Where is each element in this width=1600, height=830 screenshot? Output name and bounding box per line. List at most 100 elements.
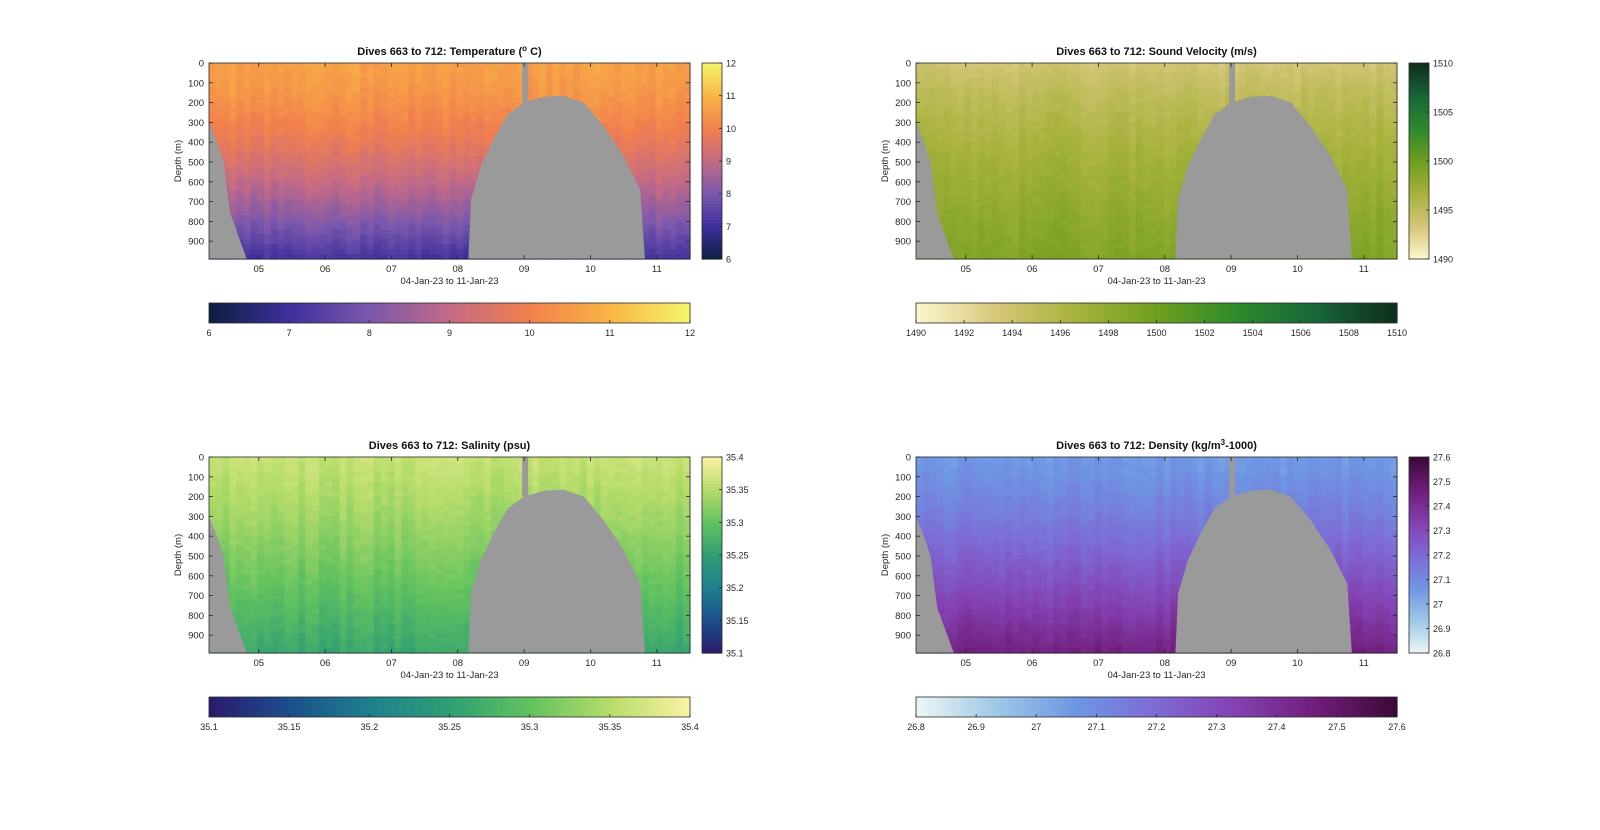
heatmap-cell <box>312 97 320 103</box>
heatmap-cell <box>1156 141 1164 147</box>
heatmap-cell <box>257 136 265 142</box>
heatmap-cell <box>394 63 402 69</box>
heatmap-cell <box>648 200 657 206</box>
heatmap-cell <box>463 72 471 79</box>
heatmap-cell <box>332 254 341 260</box>
heatmap-cell <box>1149 180 1158 187</box>
heatmap-cell <box>1273 72 1281 79</box>
heatmap-cell <box>408 170 416 177</box>
heatmap-cell <box>463 180 471 187</box>
heatmap-cell <box>984 67 993 74</box>
heatmap-cell <box>1211 77 1219 84</box>
heatmap-cell <box>435 195 444 201</box>
heatmap-cell <box>1080 107 1089 113</box>
heatmap-cell <box>209 67 217 74</box>
heatmap-cell <box>977 175 986 182</box>
heatmap-cell <box>1177 102 1185 108</box>
heatmap-cell <box>1273 92 1281 98</box>
heatmap-cell <box>669 97 677 103</box>
heatmap-cell <box>1163 195 1171 201</box>
heatmap-cell <box>662 195 670 201</box>
heatmap-cell <box>580 77 588 84</box>
heatmap-cell <box>346 97 354 103</box>
heatmap-cell <box>456 136 464 142</box>
heatmap-cell <box>957 63 965 69</box>
heatmap-cell <box>298 141 306 147</box>
heatmap-cell <box>977 170 986 177</box>
heatmap-cell <box>1019 214 1027 221</box>
heatmap-cell <box>1053 126 1061 133</box>
heatmap-cell <box>367 63 375 69</box>
heatmap-cell <box>641 141 650 147</box>
heatmap-cell <box>257 200 265 206</box>
heatmap-cell <box>970 141 979 147</box>
heatmap-cell <box>984 121 993 128</box>
heatmap-cell <box>1032 131 1041 138</box>
heatmap-cell <box>483 72 492 79</box>
heatmap-cell <box>676 229 684 236</box>
heatmap-cell <box>1060 82 1068 89</box>
heatmap-cell <box>1156 170 1164 177</box>
heatmap-cell <box>1129 249 1137 255</box>
heatmap-cell <box>243 151 251 157</box>
heatmap-cell <box>1046 156 1055 162</box>
heatmap-cell <box>1197 102 1206 108</box>
heatmap-cell <box>428 165 437 172</box>
heatmap-cell <box>401 214 409 221</box>
heatmap-cell <box>1039 249 1048 255</box>
heatmap-cell <box>964 146 972 152</box>
heatmap-cell <box>497 87 506 93</box>
heatmap-cell <box>1225 97 1233 103</box>
heatmap-cell <box>1005 219 1013 226</box>
heatmap-cell <box>476 121 485 128</box>
heatmap-cell <box>394 190 402 196</box>
heatmap-cell <box>236 126 244 133</box>
heatmap-cell <box>435 141 444 147</box>
heatmap-cell <box>284 116 293 123</box>
heatmap-cell <box>215 102 224 108</box>
heatmap-cell <box>1019 185 1027 191</box>
heatmap-cell <box>1101 92 1109 98</box>
heatmap-cell <box>305 141 313 147</box>
heatmap-cell <box>360 254 368 260</box>
heatmap-cell <box>229 92 238 98</box>
heatmap-cell <box>1053 200 1061 206</box>
heatmap-cell <box>655 200 664 206</box>
heatmap-cell <box>263 165 272 172</box>
heatmap-cell <box>415 175 423 182</box>
heatmap-cell <box>1060 190 1068 196</box>
heatmap-cell <box>1039 210 1048 216</box>
heatmap-cell <box>1252 63 1261 69</box>
heatmap-cell <box>1149 254 1158 260</box>
heatmap-cell <box>1046 195 1055 201</box>
heatmap-cell <box>1135 161 1144 167</box>
heatmap-cell <box>655 77 664 84</box>
heatmap-cell <box>298 146 306 152</box>
heatmap-cell <box>957 151 965 157</box>
heatmap-cell <box>1101 254 1109 260</box>
heatmap-cell <box>1177 87 1185 93</box>
heatmap-cell <box>428 126 437 133</box>
heatmap-cell <box>318 249 327 255</box>
heatmap-cell <box>1101 234 1109 240</box>
y-tick-label: 500 <box>188 157 204 168</box>
heatmap-cell <box>291 229 299 236</box>
heatmap-cell <box>346 249 354 255</box>
heatmap-cell <box>964 224 972 231</box>
heatmap-cell <box>1087 234 1096 240</box>
heatmap-cell <box>1025 249 1034 255</box>
heatmap-cell <box>222 107 231 113</box>
heatmap-cell <box>435 200 444 206</box>
heatmap-cell <box>1046 161 1055 167</box>
heatmap-cell <box>422 239 430 245</box>
heatmap-cell <box>970 92 979 98</box>
heatmap-cell <box>1129 146 1137 152</box>
heatmap-cell <box>984 244 993 250</box>
heatmap-cell <box>463 136 471 142</box>
heatmap-cell <box>1129 92 1137 98</box>
heatmap-cell <box>312 126 320 133</box>
heatmap-cell <box>415 116 423 123</box>
heatmap-cell <box>263 229 272 236</box>
heatmap-cell <box>1135 126 1144 133</box>
heatmap-cell <box>442 190 451 196</box>
